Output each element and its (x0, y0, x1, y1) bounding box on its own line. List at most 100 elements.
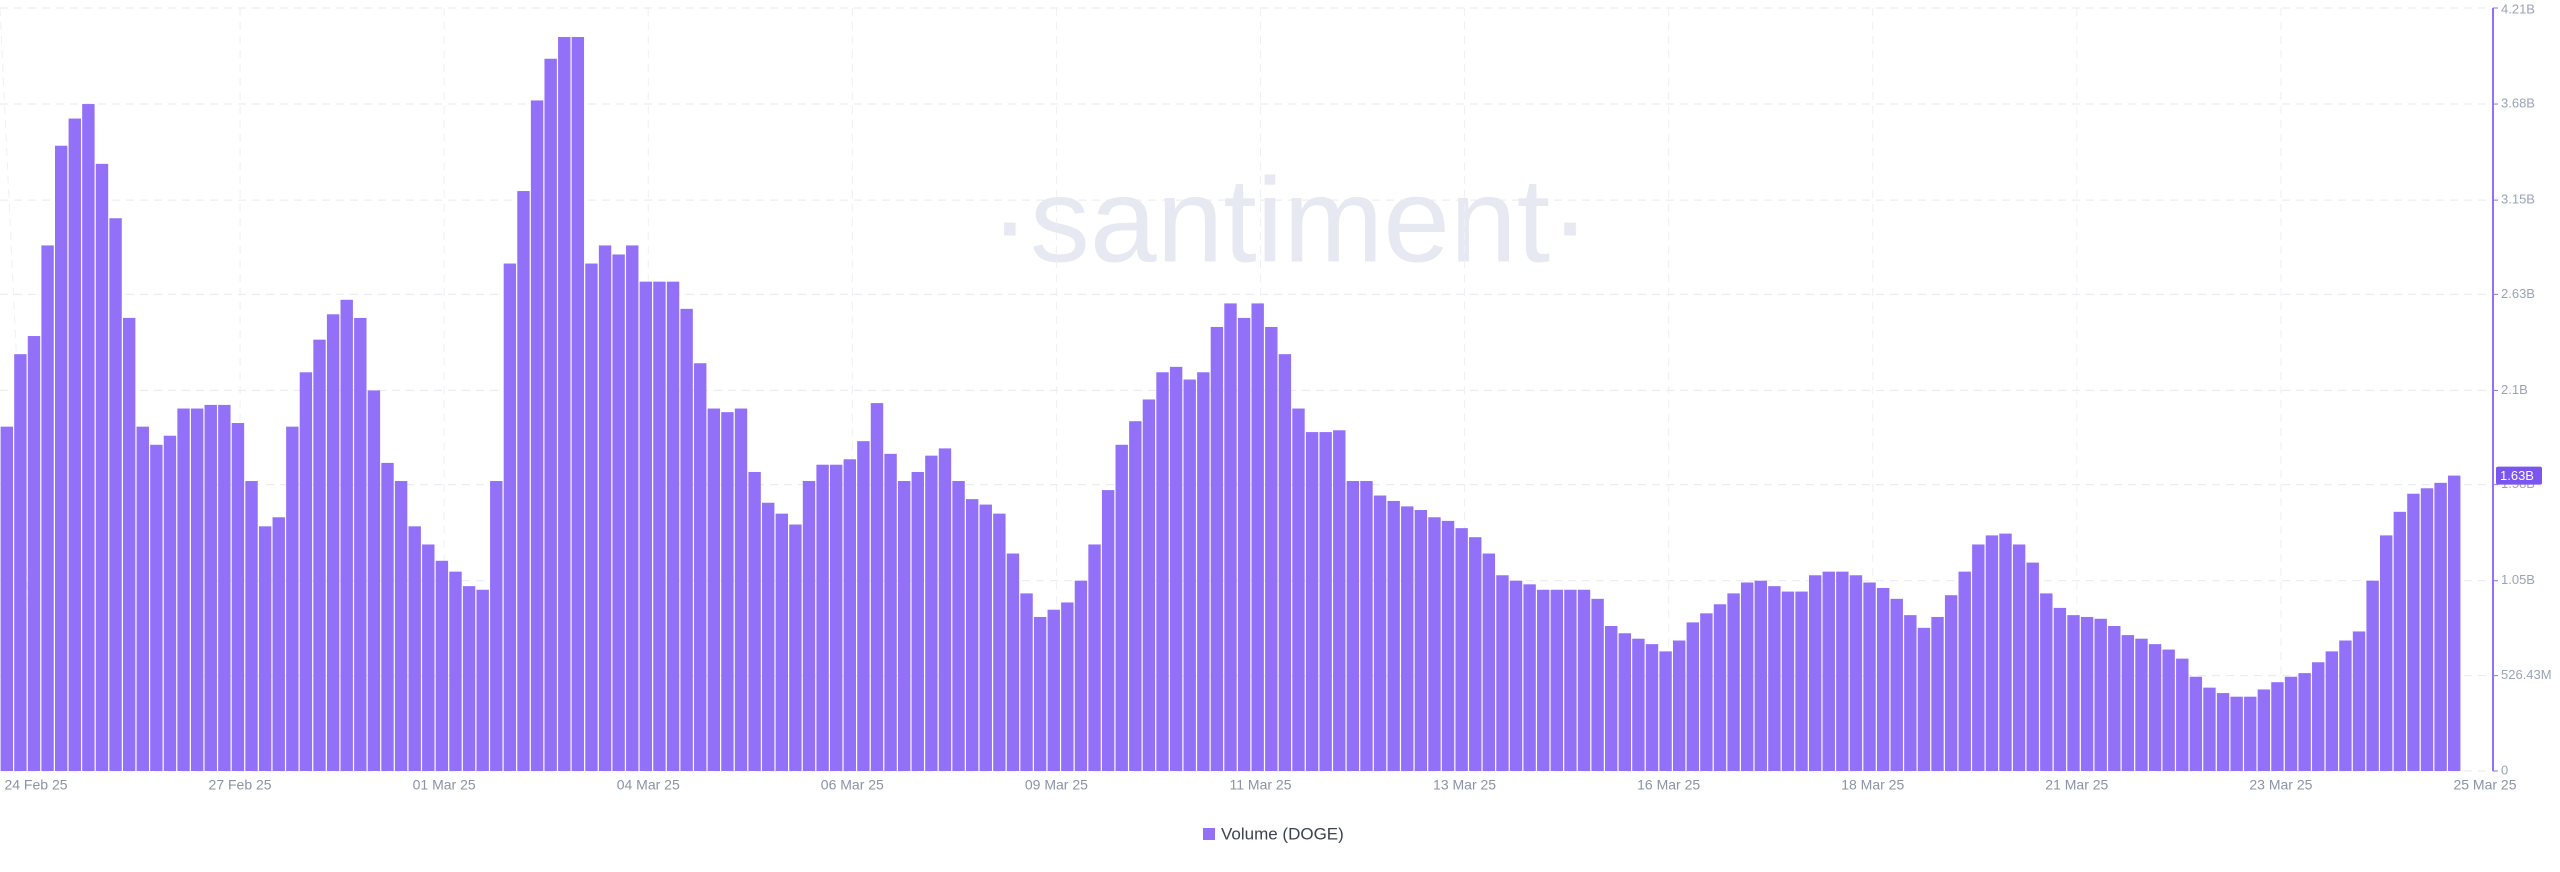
bar (1428, 517, 1441, 771)
bar (2040, 593, 2053, 771)
bar (1768, 586, 1781, 771)
bar (1088, 544, 1101, 771)
bar (1672, 640, 1686, 771)
bar (1849, 575, 1863, 771)
bar (1333, 430, 1346, 771)
bar (789, 524, 802, 771)
bar (1156, 372, 1169, 771)
bar (1537, 589, 1550, 771)
bar (707, 408, 721, 771)
bar (734, 408, 748, 771)
bar (1808, 575, 1822, 771)
bar (490, 481, 503, 771)
bar (1387, 500, 1400, 771)
y-tick-label: 2.63B (2501, 286, 2535, 301)
bar (109, 218, 122, 771)
bar (952, 481, 965, 771)
bar (870, 403, 884, 771)
bar (1931, 616, 1944, 771)
bar (340, 299, 353, 771)
x-tick-label: 16 Mar 25 (1637, 777, 1700, 793)
bar (1414, 510, 1428, 771)
bar (2053, 607, 2067, 771)
bar (571, 36, 585, 772)
bar (218, 404, 231, 771)
bar (1224, 303, 1237, 771)
bar (313, 339, 326, 771)
watermark: ·santiment· (990, 154, 1590, 288)
x-tick-label: 09 Mar 25 (1025, 777, 1088, 793)
bar (2325, 651, 2339, 771)
bar (1700, 613, 1713, 771)
bar (694, 363, 707, 771)
legend-label: Volume (DOGE) (1221, 824, 1344, 843)
bar (1944, 595, 1958, 771)
bar (843, 459, 856, 771)
bar (1863, 582, 1876, 771)
bar (2176, 658, 2189, 771)
bar (136, 426, 149, 771)
x-tick-label: 27 Feb 25 (209, 777, 272, 793)
bar (2135, 638, 2148, 771)
bar (1373, 495, 1387, 771)
legend-swatch (1203, 828, 1215, 840)
bar (1183, 379, 1196, 771)
bar (585, 263, 598, 771)
bar (680, 308, 693, 771)
bar (435, 560, 449, 771)
bar (2067, 615, 2080, 771)
bar (530, 100, 544, 771)
bar (394, 481, 408, 771)
bar (2244, 696, 2257, 771)
bar (1999, 533, 2012, 771)
y-tick-label: 0 (2501, 762, 2508, 777)
bar (354, 317, 367, 771)
bar (1142, 399, 1156, 771)
bar (1605, 626, 1618, 771)
x-tick-label: 04 Mar 25 (617, 777, 680, 793)
bar (54, 145, 68, 772)
bar (150, 444, 163, 771)
y-tick-label: 3.15B (2501, 192, 2535, 207)
bar (14, 354, 27, 771)
bar (27, 336, 41, 771)
bar (231, 423, 245, 771)
bar (381, 462, 394, 771)
bar (1061, 602, 1074, 771)
bar (245, 481, 258, 771)
bar (612, 254, 625, 772)
bar (884, 453, 897, 771)
bar (122, 317, 136, 771)
y-tick-label: 1.05B (2501, 572, 2535, 587)
x-tick-label: 24 Feb 25 (4, 777, 67, 793)
bar (68, 118, 81, 771)
bar (1020, 593, 1033, 771)
bar (653, 281, 666, 771)
bar (1740, 582, 1754, 771)
bar (802, 481, 816, 771)
bar (1754, 580, 1767, 771)
bar (2407, 493, 2420, 771)
bar (1876, 587, 1890, 771)
bar (2148, 644, 2162, 771)
bar (82, 104, 95, 772)
bar (1197, 372, 1210, 771)
bar (41, 245, 54, 772)
bar (2420, 488, 2434, 771)
bar (925, 455, 938, 771)
bar (1441, 520, 1455, 771)
bar (762, 502, 775, 771)
bar (177, 408, 190, 771)
bar (476, 589, 489, 771)
x-tick-label: 25 Mar 25 (2453, 777, 2516, 793)
bar (449, 571, 462, 771)
bar (1074, 580, 1088, 771)
bar (1292, 408, 1305, 771)
bar (1482, 553, 1496, 771)
bar (1958, 571, 1971, 771)
bar (2121, 635, 2135, 771)
bar (2094, 618, 2107, 771)
bar (163, 435, 177, 771)
bar (2393, 511, 2407, 771)
bar (422, 544, 435, 771)
